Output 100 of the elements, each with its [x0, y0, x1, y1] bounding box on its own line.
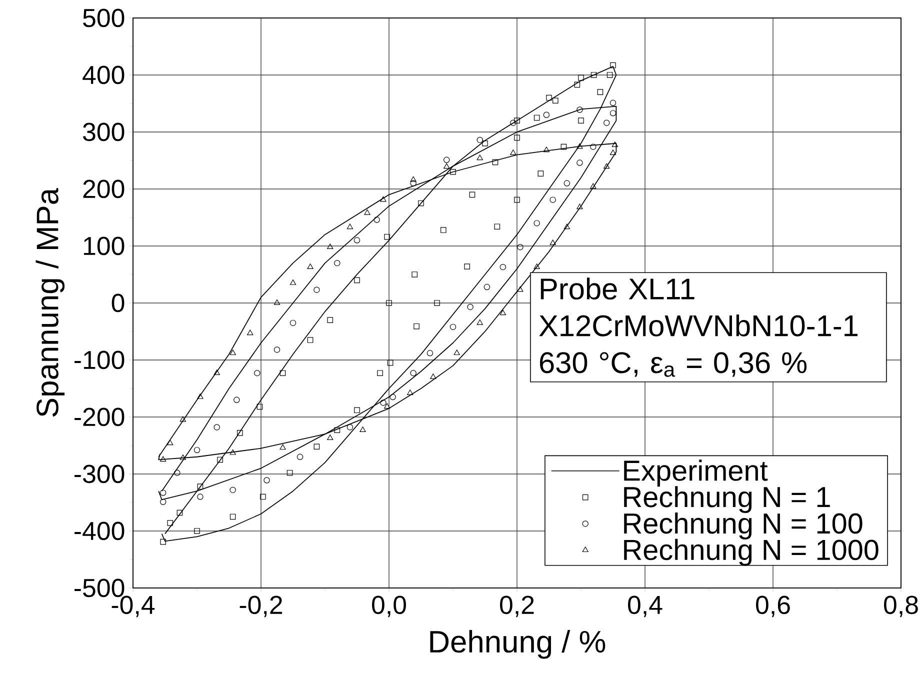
point — [197, 484, 204, 490]
point — [610, 110, 616, 116]
point — [364, 209, 370, 215]
point — [354, 237, 360, 244]
point — [334, 427, 340, 433]
point — [464, 264, 470, 270]
point — [610, 150, 616, 155]
legend-label: Rechnung N = 1 — [624, 486, 830, 514]
point — [543, 112, 550, 118]
point — [197, 494, 204, 500]
annotation: Probe XL11 — [540, 278, 694, 300]
x-axis-title: Dehnung / % — [430, 630, 606, 659]
point — [230, 514, 236, 520]
legend-label: Rechnung N = 100 — [624, 512, 862, 540]
point — [334, 260, 340, 266]
point — [346, 424, 354, 430]
point — [538, 170, 544, 176]
point — [236, 430, 243, 436]
point — [230, 486, 236, 494]
point — [410, 176, 416, 182]
x-tick-label: 0,4 — [628, 596, 662, 618]
point — [354, 277, 360, 284]
y-tick-label: 400 — [82, 66, 124, 84]
point — [167, 520, 174, 526]
point — [260, 494, 266, 500]
x-tick-label: -0,4 — [112, 596, 155, 618]
point — [377, 370, 383, 376]
point — [482, 140, 488, 146]
point — [590, 144, 596, 150]
point — [307, 264, 314, 269]
point — [274, 346, 280, 353]
point — [590, 183, 596, 189]
x-tick-label: 0,8 — [884, 596, 918, 618]
point — [410, 180, 416, 186]
point — [286, 470, 293, 476]
y-tick-label: 0 — [112, 294, 124, 312]
point — [214, 424, 220, 430]
point — [500, 310, 506, 316]
legend-label: Rechnung N = 1000 — [624, 538, 878, 566]
point — [290, 320, 296, 326]
point — [280, 444, 286, 450]
point — [174, 470, 180, 476]
y-tick-label: -400 — [74, 522, 124, 540]
point — [590, 72, 597, 78]
point — [194, 446, 200, 454]
legend-label: Experiment — [624, 460, 768, 487]
point — [314, 444, 320, 450]
point — [534, 264, 540, 269]
point — [160, 538, 166, 545]
point — [454, 350, 460, 356]
point — [160, 498, 166, 506]
point — [469, 192, 476, 198]
point — [280, 370, 286, 376]
point — [160, 456, 166, 462]
point — [576, 160, 583, 166]
point — [597, 89, 604, 95]
point — [194, 528, 200, 534]
point — [296, 454, 304, 460]
point — [274, 299, 280, 305]
point — [444, 156, 450, 164]
point — [414, 323, 420, 330]
point — [574, 82, 580, 88]
point — [327, 434, 334, 440]
y-tick-label: -500 — [74, 578, 124, 598]
point — [290, 280, 296, 285]
point — [214, 370, 220, 375]
point — [546, 94, 552, 101]
point — [543, 146, 550, 152]
point — [426, 350, 434, 356]
y-tick-label: 100 — [84, 236, 124, 256]
point — [476, 154, 483, 160]
point — [467, 304, 474, 310]
point — [534, 220, 540, 226]
y-tick-label: 500 — [83, 8, 124, 28]
point — [576, 204, 583, 210]
point — [578, 74, 584, 81]
point — [612, 142, 618, 147]
point — [256, 404, 263, 410]
annotation: X12CrMoWVNbN10-1-1 — [539, 314, 858, 336]
point — [230, 350, 236, 356]
x-tick-label: 0,0 — [372, 596, 406, 618]
point — [484, 284, 490, 290]
point — [380, 196, 386, 202]
point — [444, 163, 450, 169]
point — [610, 100, 616, 106]
y-tick-label: -300 — [74, 464, 124, 484]
point — [500, 264, 506, 270]
point — [307, 337, 314, 343]
point — [418, 200, 424, 206]
point — [510, 150, 516, 155]
point — [434, 300, 440, 306]
y-tick-label: -200 — [74, 408, 124, 426]
point — [450, 168, 456, 175]
y-tick-label: 300 — [83, 122, 124, 142]
point — [440, 227, 446, 233]
point — [176, 510, 183, 516]
point — [390, 394, 396, 400]
point — [564, 224, 570, 230]
point — [360, 426, 366, 432]
point — [514, 134, 520, 141]
